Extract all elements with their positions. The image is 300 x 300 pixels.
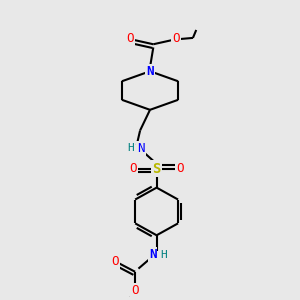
Text: O: O xyxy=(112,255,119,268)
Text: O: O xyxy=(176,162,184,175)
Text: O: O xyxy=(130,162,137,175)
Text: S: S xyxy=(152,162,161,176)
Text: N: N xyxy=(149,248,156,261)
Text: O: O xyxy=(131,284,139,297)
Text: O: O xyxy=(172,32,180,45)
Text: N: N xyxy=(146,65,154,78)
Text: H: H xyxy=(128,143,134,153)
Text: N: N xyxy=(137,142,145,155)
Text: H: H xyxy=(160,250,167,260)
Text: O: O xyxy=(126,32,134,45)
